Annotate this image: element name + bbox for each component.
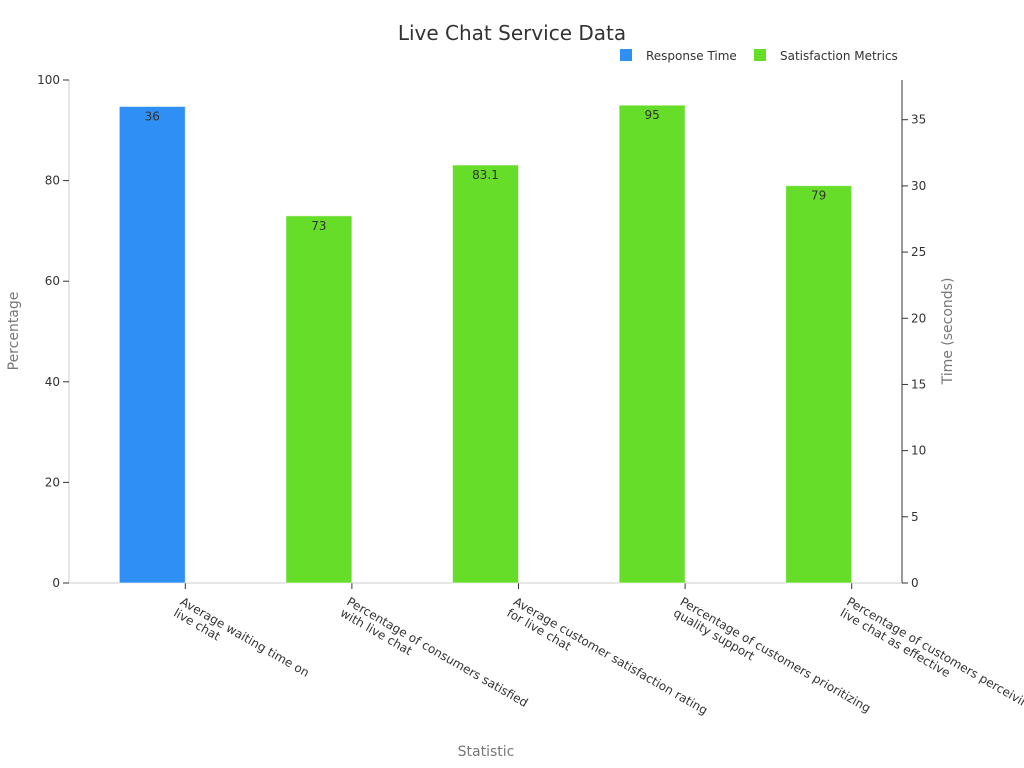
x-tick-label-line: Percentage of customers perceiving bbox=[844, 594, 1024, 714]
x-axis-title: Statistic bbox=[458, 744, 515, 760]
x-tick-label-line: Percentage of consumers satisfied bbox=[344, 594, 530, 709]
right-y-axis: 0 5 10 15 20 25 30 35 bbox=[901, 80, 926, 590]
x-tick-label-line: Average waiting time on bbox=[178, 594, 312, 679]
right-tick-label: 10 bbox=[911, 444, 926, 458]
data-label: 83.1 bbox=[472, 168, 499, 182]
right-tick-label: 25 bbox=[911, 245, 926, 259]
bar bbox=[118, 105, 186, 584]
left-tick-label: 100 bbox=[37, 73, 60, 87]
data-label: 95 bbox=[644, 108, 659, 122]
legend-swatch bbox=[754, 49, 766, 61]
right-tick-label: 35 bbox=[911, 113, 926, 127]
chart-title: Live Chat Service Data bbox=[398, 21, 626, 45]
y-axis-title: Percentage bbox=[6, 292, 22, 371]
legend-label: Satisfaction Metrics bbox=[780, 49, 898, 63]
right-tick-label: 5 bbox=[911, 510, 919, 524]
right-tick-label: 20 bbox=[911, 311, 926, 325]
bars bbox=[118, 104, 853, 584]
data-label: 36 bbox=[145, 109, 160, 123]
legend-item[interactable]: Response Time bbox=[620, 49, 737, 63]
left-tick-label: 80 bbox=[45, 174, 60, 188]
left-y-axis: 0 20 40 60 80 100 bbox=[37, 73, 70, 590]
y2-axis-title: Time (seconds) bbox=[940, 278, 956, 386]
right-tick-label: 30 bbox=[911, 179, 926, 193]
legend-item[interactable]: Satisfaction Metrics bbox=[754, 49, 898, 63]
left-tick-label: 0 bbox=[52, 576, 60, 590]
bar bbox=[452, 164, 519, 584]
left-tick-label: 60 bbox=[45, 274, 60, 288]
data-label: 79 bbox=[811, 189, 826, 203]
data-labels: 36 73 83.1 95 79 bbox=[145, 108, 827, 233]
legend-swatch bbox=[620, 49, 632, 61]
left-tick-label: 40 bbox=[45, 375, 60, 389]
bar bbox=[785, 185, 853, 584]
legend-label: Response Time bbox=[646, 49, 737, 63]
right-tick-label: 15 bbox=[911, 377, 926, 391]
left-tick-label: 20 bbox=[45, 475, 60, 489]
data-label: 73 bbox=[311, 219, 326, 233]
right-tick-label: 0 bbox=[911, 576, 919, 590]
bar bbox=[285, 215, 353, 584]
bar bbox=[618, 104, 686, 584]
legend: Response Time Satisfaction Metrics bbox=[620, 49, 898, 63]
